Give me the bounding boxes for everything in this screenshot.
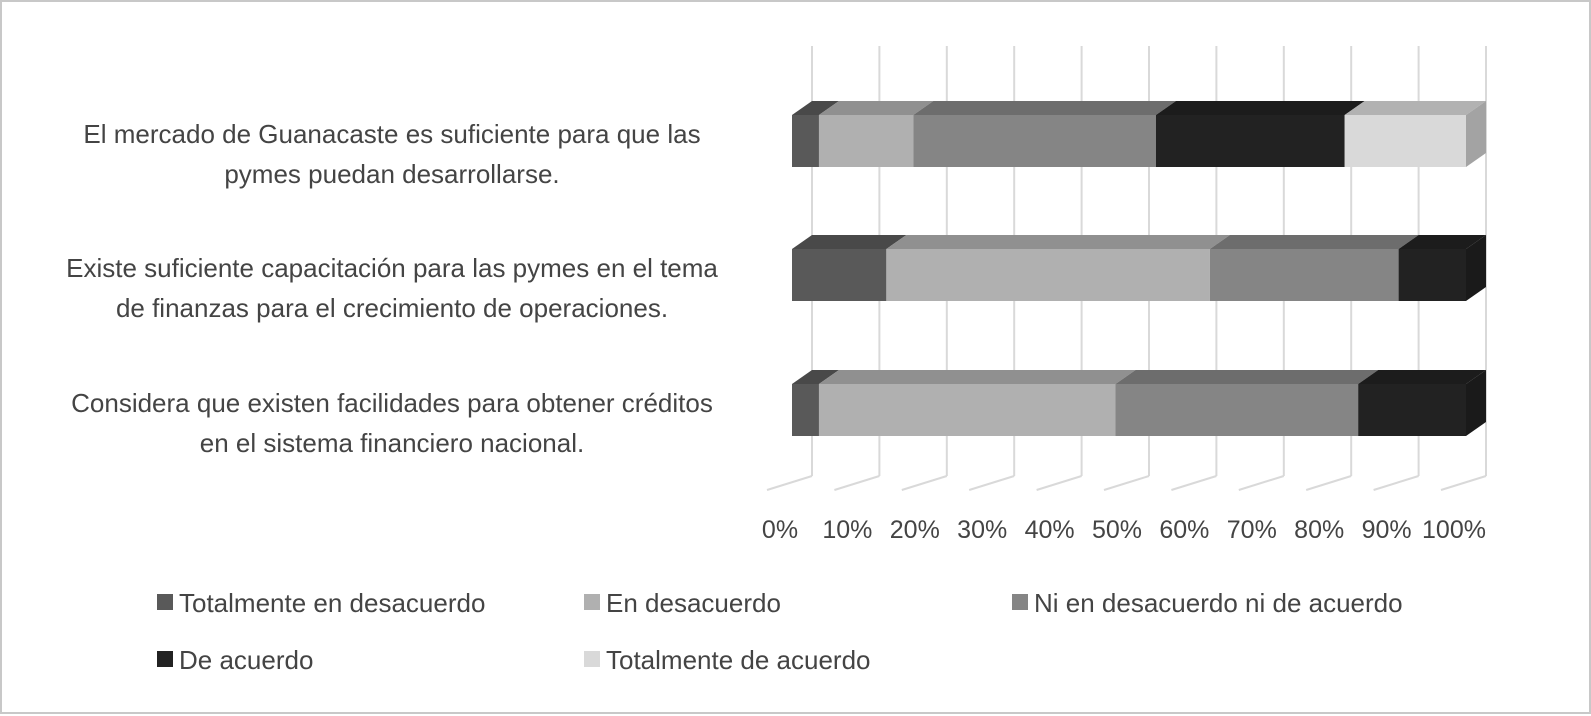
legend-swatch [584, 594, 600, 610]
x-tick-label: 20% [890, 516, 940, 544]
bar-segment-top [886, 235, 1230, 249]
bar-segment [1398, 249, 1466, 301]
floor-gridline [1036, 475, 1082, 491]
legend-label: En desacuerdo [606, 588, 781, 618]
legend-label: Ni en desacuerdo ni de acuerdo [1034, 588, 1403, 618]
floor-gridline [766, 475, 813, 491]
bar-segment [818, 115, 914, 167]
bar-segment-side [1466, 370, 1486, 436]
category-label: El mercado de Guanacaste es suficiente p… [83, 119, 700, 149]
bar-segment-top [913, 101, 1176, 115]
floor-gridline [901, 475, 948, 491]
bar-segment-top [792, 235, 907, 249]
x-tick-label: 0% [762, 516, 798, 544]
x-tick-label: 80% [1294, 516, 1344, 544]
floor-gridline [1103, 475, 1150, 491]
x-tick-label: 40% [1025, 516, 1075, 544]
floor-gridline [834, 475, 880, 491]
bar-segment [792, 249, 887, 301]
bar-segment-top [1398, 235, 1486, 249]
floor-gridline [1305, 475, 1352, 491]
legend-swatch [157, 651, 173, 667]
bar-segment-top [1358, 370, 1486, 384]
category-label: en el sistema financiero nacional. [200, 428, 584, 458]
bar-segment-top [792, 370, 839, 384]
bar-segment [792, 384, 819, 436]
bar-segment [1344, 115, 1466, 167]
floor-gridline [1373, 475, 1419, 491]
bar-segment-top [1209, 235, 1419, 249]
bar-segment-top [818, 370, 1136, 384]
legend-swatch [1012, 594, 1028, 610]
legend-label: Totalmente en desacuerdo [179, 588, 485, 618]
x-tick-label: 70% [1227, 516, 1277, 544]
bar-segment [818, 384, 1116, 436]
legend-swatch [584, 651, 600, 667]
bar-segment [1209, 249, 1399, 301]
floor-gridline [968, 475, 1015, 491]
legend-label: Totalmente de acuerdo [606, 645, 871, 675]
bar-segment-side [1466, 101, 1486, 167]
category-label: Considera que existen facilidades para o… [71, 388, 713, 418]
x-tick-label: 30% [957, 516, 1007, 544]
bar-segment [792, 115, 819, 167]
bar-segment-side [1466, 235, 1486, 301]
x-tick-label: 60% [1159, 516, 1209, 544]
bar-segment [1155, 115, 1345, 167]
legend-label: De acuerdo [179, 645, 313, 675]
category-label: de finanzas para el crecimiento de opera… [116, 293, 668, 323]
bar-segment-top [792, 101, 839, 115]
category-label: Existe suficiente capacitación para las … [66, 253, 718, 283]
floor-gridline [1440, 475, 1487, 491]
bar-segment [1115, 384, 1359, 436]
x-tick-label: 90% [1362, 516, 1412, 544]
bar-segment [886, 249, 1210, 301]
legend-swatch [157, 594, 173, 610]
bar-segment [913, 115, 1156, 167]
category-label: pymes puedan desarrollarse. [224, 159, 559, 189]
x-tick-label: 10% [822, 516, 872, 544]
floor-gridline [1171, 475, 1217, 491]
bar-segment-top [1155, 101, 1365, 115]
bar-segment-top [1115, 370, 1379, 384]
x-tick-label: 50% [1092, 516, 1142, 544]
bar-segment [1358, 384, 1466, 436]
x-tick-label: 100% [1422, 516, 1486, 544]
bar-segment-top [1344, 101, 1486, 115]
bar-segment-top [818, 101, 934, 115]
floor-gridline [1238, 475, 1285, 491]
